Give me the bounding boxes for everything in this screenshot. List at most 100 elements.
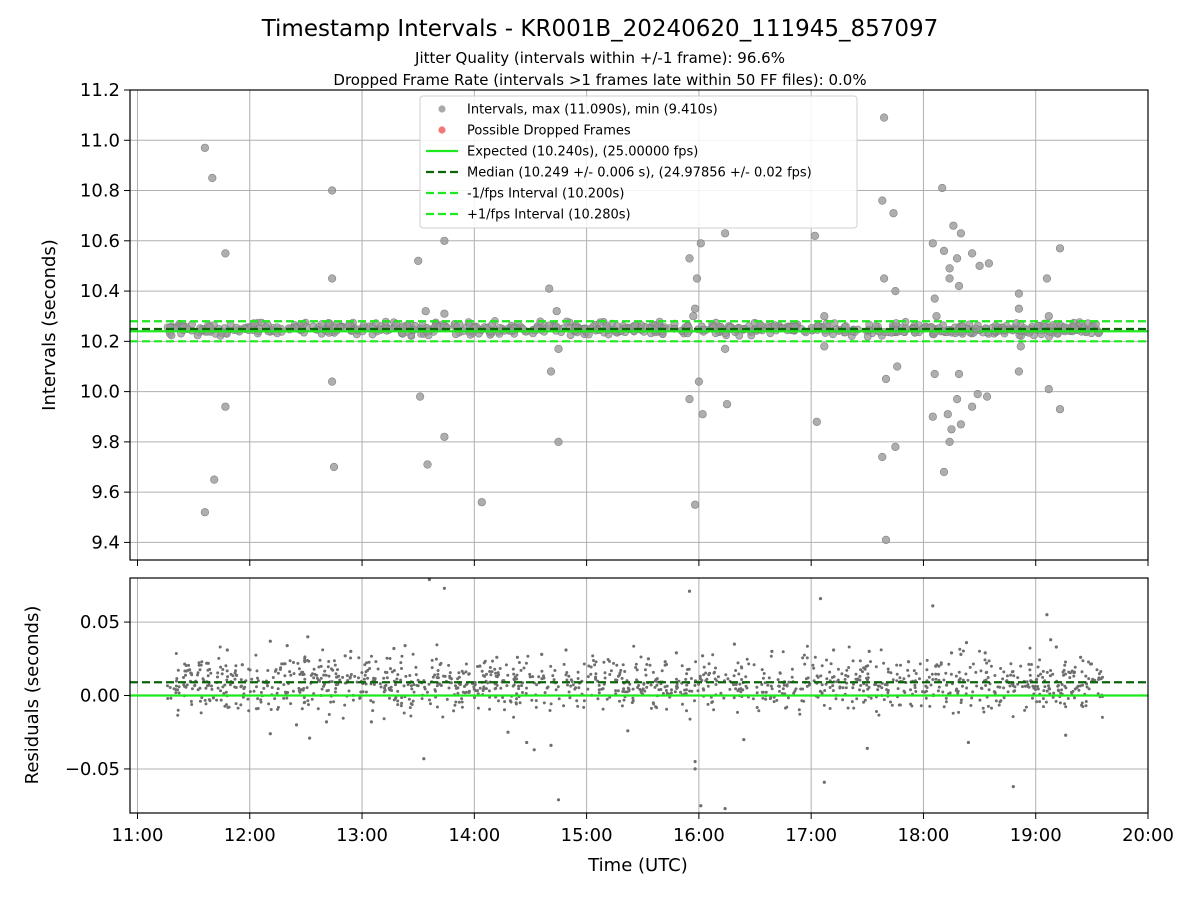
residual-point [515,655,520,659]
interval-point [418,321,427,329]
residual-point [551,674,555,678]
residual-point [416,678,420,682]
residual-point [1084,700,1088,703]
residual-point [200,660,204,664]
residual-point [665,691,669,695]
interval-point [975,261,984,271]
residual-point [450,677,453,681]
residual-point [283,662,287,666]
residual-point [334,687,338,690]
residual-point [568,696,572,700]
residual-point [412,683,416,687]
interval-point [982,392,992,401]
residual-point [869,696,873,700]
residual-point [408,706,412,710]
residual-point [235,674,239,677]
residual-point [511,667,515,671]
residual-point [895,672,899,676]
residual-point [1005,674,1009,678]
residual-point [360,671,364,675]
interval-point [879,113,889,122]
x-tick-label: 12:00 [224,825,276,846]
residual-point [187,663,191,667]
residual-point [297,689,301,693]
residual-point [831,689,835,693]
residual-point [495,655,499,659]
residual-point [447,663,451,667]
residual-point [594,677,598,681]
residual-point [646,657,651,661]
residual-point [1054,699,1058,703]
residual-point [355,680,359,684]
residual-point [620,704,624,708]
residual-point [382,676,386,680]
residual-point [411,652,415,656]
residual-point [338,678,342,682]
residual-point [388,696,391,700]
residual-point [886,670,890,674]
residual-point [852,706,856,710]
residual-point [768,697,772,701]
residual-point [341,716,345,720]
residual-point [998,685,1002,689]
interval-point [631,321,639,330]
residual-point [201,677,205,681]
residual-point [707,662,711,666]
residual-point [747,662,751,666]
residual-point [631,696,635,700]
interval-point [891,442,900,452]
residual-point [368,667,372,670]
residual-point [216,671,220,675]
residual-point [345,674,349,678]
residual-point [1100,715,1104,719]
residual-point [764,697,768,701]
residual-point [534,705,538,709]
residual-point [448,671,452,675]
residual-point [834,697,838,701]
residual-point [485,672,488,676]
x-tick-label: 14:00 [448,825,500,846]
residual-point [318,679,322,683]
residual-point [820,664,824,668]
residual-point [859,668,863,672]
residual-point [433,673,437,677]
residual-point [852,682,855,686]
residual-point [460,697,464,701]
residual-point [790,667,794,671]
residuals-dense-cloud [166,643,1104,721]
residual-point [864,665,868,668]
residual-point [865,676,869,680]
residual-point [430,666,434,670]
residual-point [1030,663,1033,666]
residual-point [396,699,400,703]
residual-point [330,680,334,684]
residual-point [755,706,759,709]
residual-point [693,767,697,771]
residual-point [1002,686,1006,690]
residual-point [840,672,844,676]
residual-point [1041,669,1045,673]
residual-point [1012,674,1016,678]
chart-title: Timestamp Intervals - KR001B_20240620_11… [261,16,939,42]
residual-point [736,661,740,665]
residual-point [966,740,971,745]
residual-point [1090,662,1094,666]
interval-point [956,420,966,429]
residual-point [856,678,860,682]
residual-point [934,672,938,676]
residual-point [688,689,692,693]
residual-point [594,660,598,664]
residual-point [866,672,870,676]
residuals-plot: −0.05 0.00 0.05 11:00 12:00 13:00 14:00 15:00 16… [65,577,1174,846]
residual-point [622,698,626,702]
residual-point [929,683,933,687]
residual-point [233,671,237,675]
residual-point [357,656,361,660]
residual-point [225,703,228,707]
residual-point [182,676,185,679]
residual-point [312,667,316,671]
residual-point [567,674,571,678]
residual-point [1009,662,1013,666]
residual-point [569,684,573,688]
residual-point [654,678,658,681]
